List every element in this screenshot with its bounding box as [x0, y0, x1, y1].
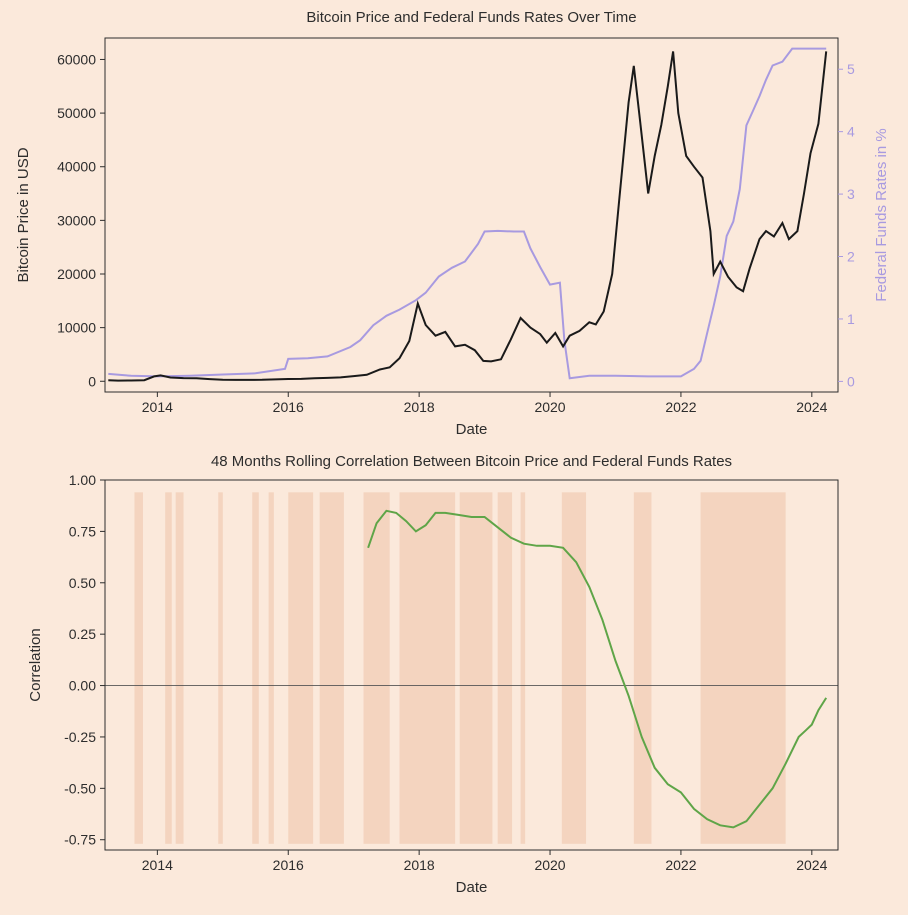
shade-band: [165, 492, 172, 844]
shade-band: [521, 492, 526, 844]
shade-band: [634, 492, 652, 844]
fedfunds-line: [108, 49, 826, 379]
bottom-xtick: 2018: [404, 857, 435, 873]
btc-line: [108, 51, 826, 380]
bottom-ytick: 1.00: [69, 472, 96, 488]
top-xtick: 2024: [796, 399, 827, 415]
bottom-ytick: 0.25: [69, 626, 96, 642]
top-xlabel: Date: [456, 421, 488, 438]
bottom-ylabel: Correlation: [27, 628, 44, 701]
shade-band: [701, 492, 786, 844]
top-yright-tick: 1: [847, 311, 855, 327]
top-yright-tick: 4: [847, 124, 855, 140]
top-yright-tick: 2: [847, 249, 855, 265]
bottom-xlabel: Date: [456, 879, 488, 896]
shade-band: [288, 492, 313, 844]
bottom-ytick: 0.00: [69, 678, 96, 694]
shade-band: [176, 492, 184, 844]
shade-band: [320, 492, 344, 844]
top-plot-border: [105, 38, 838, 392]
shade-band: [460, 492, 493, 844]
bottom-xtick: 2014: [142, 857, 173, 873]
top-yleft-tick: 0: [88, 373, 96, 389]
bottom-ytick: -0.25: [64, 729, 96, 745]
shade-band: [134, 492, 143, 844]
top-yleft-tick: 20000: [57, 266, 96, 282]
top-xtick: 2020: [534, 399, 565, 415]
top-yright-tick: 5: [847, 61, 855, 77]
top-yleft-tick: 10000: [57, 320, 96, 336]
shade-band: [269, 492, 274, 844]
page: Bitcoin Price and Federal Funds Rates Ov…: [0, 0, 908, 910]
bottom-xtick: 2020: [534, 857, 565, 873]
top-yright-tick: 0: [847, 373, 855, 389]
bottom-ytick: 0.75: [69, 523, 96, 539]
shade-band: [400, 492, 456, 844]
shade-band: [562, 492, 586, 844]
shade-band: [364, 492, 390, 844]
shade-band: [218, 492, 223, 844]
top-yleft-tick: 40000: [57, 159, 96, 175]
shade-band: [498, 492, 512, 844]
top-xtick: 2014: [142, 399, 173, 415]
top-xtick: 2018: [404, 399, 435, 415]
bottom-ytick: -0.50: [64, 780, 96, 796]
bottom-xtick: 2024: [796, 857, 827, 873]
top-yleft-label: Bitcoin Price in USD: [15, 147, 32, 282]
top-yright-tick: 3: [847, 186, 855, 202]
shade-band: [252, 492, 259, 844]
top-yright-label: Federal Funds Rates in %: [873, 128, 890, 301]
bottom-chart-title: 48 Months Rolling Correlation Between Bi…: [211, 453, 732, 470]
bottom-xtick: 2016: [273, 857, 304, 873]
bottom-ytick: 0.50: [69, 575, 96, 591]
charts-svg: Bitcoin Price and Federal Funds Rates Ov…: [0, 0, 908, 910]
top-chart-title: Bitcoin Price and Federal Funds Rates Ov…: [306, 9, 636, 26]
top-yleft-tick: 30000: [57, 212, 96, 228]
bottom-xtick: 2022: [665, 857, 696, 873]
top-xtick: 2022: [665, 399, 696, 415]
bottom-ytick: -0.75: [64, 832, 96, 848]
top-yleft-tick: 60000: [57, 51, 96, 67]
top-yleft-tick: 50000: [57, 105, 96, 121]
top-xtick: 2016: [273, 399, 304, 415]
